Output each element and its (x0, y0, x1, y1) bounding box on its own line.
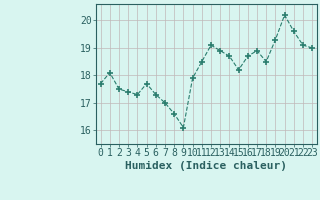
X-axis label: Humidex (Indice chaleur): Humidex (Indice chaleur) (125, 161, 287, 171)
